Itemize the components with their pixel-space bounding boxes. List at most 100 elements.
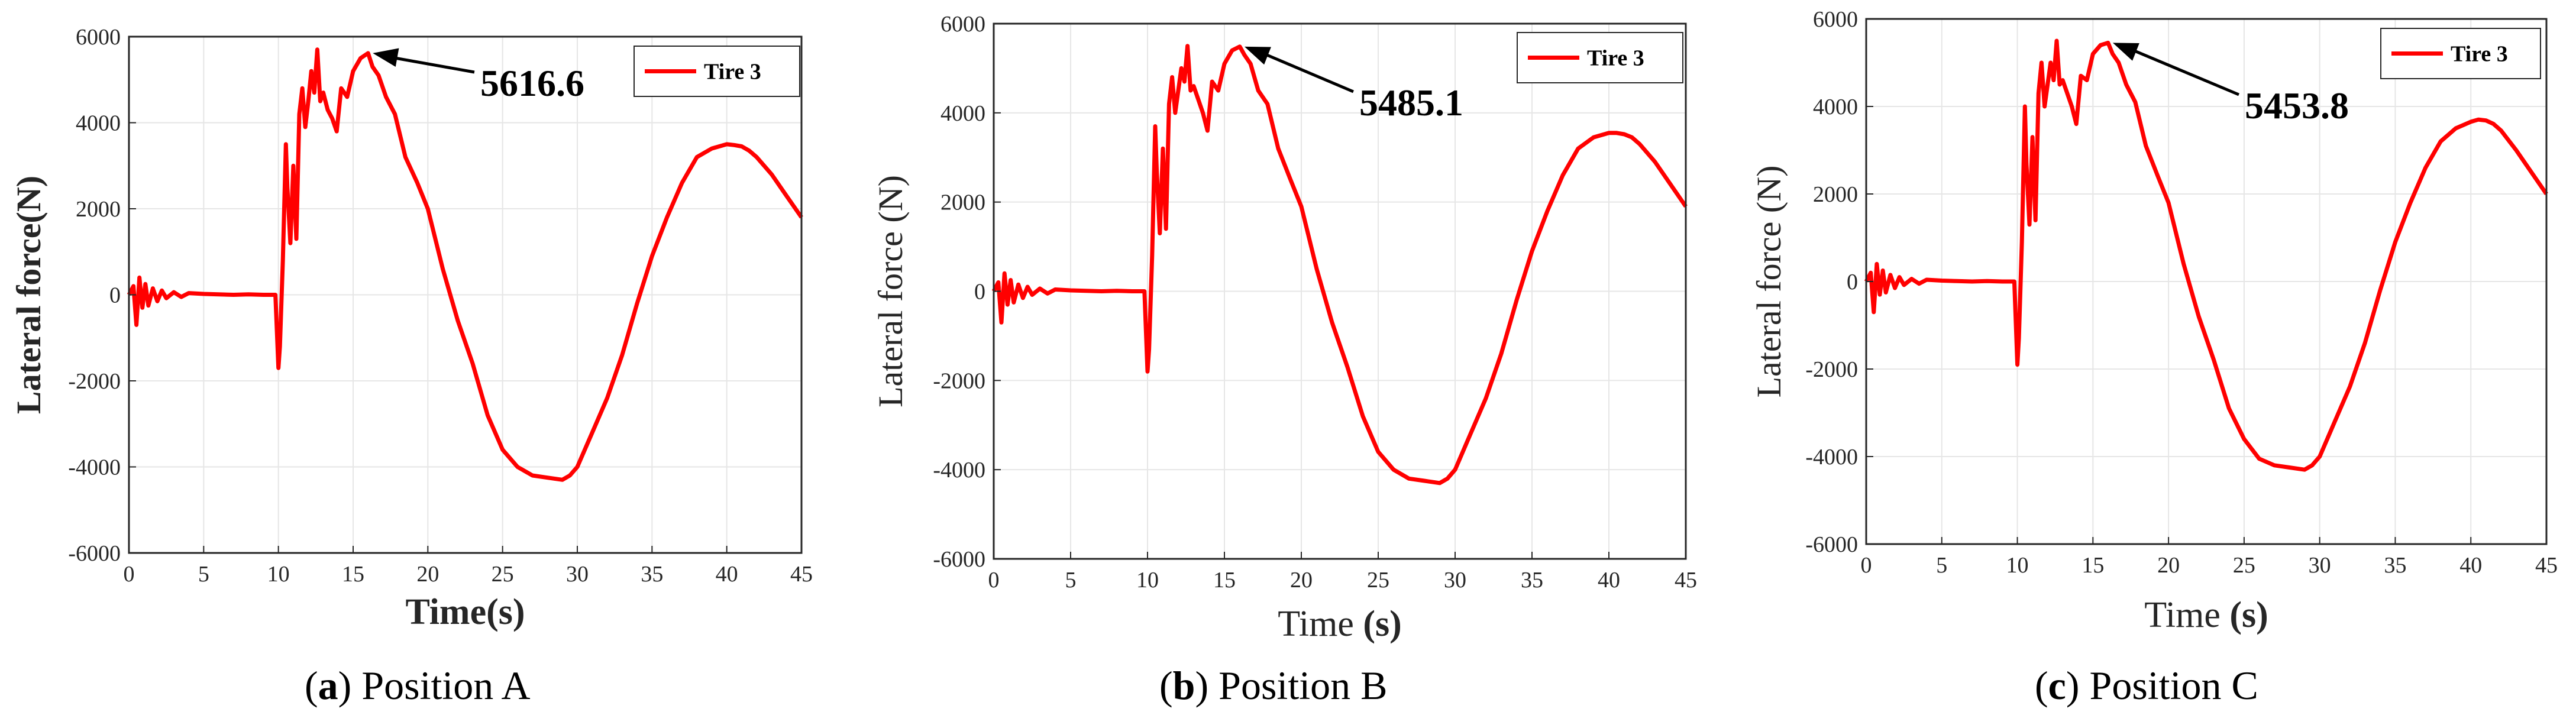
y-tick-label-b: 2000 (940, 190, 985, 215)
data-point-b (1278, 148, 1279, 149)
annotation-label-a: 5616.6 (480, 62, 584, 104)
y-tick-label-a: -2000 (68, 369, 121, 394)
caption-c-letter: c (2048, 663, 2066, 708)
caption-a: (a) Position A (305, 663, 531, 708)
y-tick-label-a: 2000 (76, 197, 121, 222)
data-point-a (487, 415, 488, 416)
x-tick-label-c: 45 (2535, 553, 2558, 578)
x-tick-label-b: 15 (1213, 568, 1236, 593)
x-tick-label-a: 25 (492, 562, 514, 587)
data-point-c (1941, 280, 1942, 282)
data-point-c (2425, 167, 2426, 169)
x-tick-label-c: 15 (2082, 553, 2104, 578)
x-tick-label-b: 30 (1444, 568, 1466, 593)
caption-b: (b) Position B (1159, 663, 1388, 708)
data-point-c (2017, 364, 2018, 365)
x-tick-label-c: 5 (1936, 553, 1947, 578)
x-tick-label-b: 10 (1136, 568, 1159, 593)
data-point-b (1156, 170, 1158, 172)
data-point-b (1301, 206, 1302, 207)
data-point-a (378, 75, 379, 76)
x-tick-label-c: 40 (2459, 553, 2482, 578)
caption-b-text: Position B (1218, 663, 1388, 708)
data-point-b (1258, 90, 1259, 91)
x-tick-label-b: 25 (1367, 568, 1389, 593)
data-point-a (157, 300, 158, 302)
data-point-b (1018, 284, 1019, 285)
data-point-a (322, 92, 324, 93)
data-point-c (2530, 172, 2532, 173)
data-point-a (173, 292, 174, 293)
data-point-c (2289, 467, 2290, 468)
y-tick-label-a: -6000 (68, 541, 121, 566)
legend-label-a: Tire 3 (704, 60, 761, 85)
data-point-a (319, 101, 321, 102)
data-point-b (1670, 184, 1671, 185)
x-tick-label-c: 20 (2157, 553, 2180, 578)
y-axis-label-a: Lateral force(N) (9, 176, 48, 414)
annotation-arrow-head-b (1245, 46, 1271, 65)
y-axis-label-b: Lateral force (N) (871, 175, 910, 407)
data-point-a (360, 57, 361, 59)
data-point-a (308, 101, 309, 102)
y-tick-label-c: -6000 (1805, 532, 1858, 557)
x-tick-label-a: 35 (641, 562, 663, 587)
data-point-a (139, 277, 140, 278)
chart-b: 0 5 10 15 20 25 30 35 40 45 -6000 -4000 -2000 0 2000 40… (871, 12, 1697, 644)
data-point-a (311, 70, 312, 72)
data-point-b (1027, 286, 1028, 287)
x-tick-label-a: 20 (416, 562, 439, 587)
data-point-b (1101, 291, 1102, 292)
data-point-a (316, 49, 318, 50)
caption-a-text: Position A (361, 663, 531, 708)
y-tick-label-a: 6000 (76, 25, 121, 50)
y-tick-label-b: 4000 (940, 101, 985, 126)
data-point-b (1470, 433, 1471, 435)
x-tick-label-b: 35 (1521, 568, 1543, 593)
x-axis-label-unit-b: (s) (1363, 604, 1401, 644)
data-point-a (218, 294, 219, 295)
x-tick-label-a: 40 (716, 562, 738, 587)
data-point-b (1155, 125, 1156, 127)
y-tick-label-a: 4000 (76, 111, 121, 136)
y-tick-label-c: 4000 (1813, 95, 1858, 119)
x-tick-label-a: 5 (198, 562, 209, 587)
data-point-a (547, 477, 548, 478)
series-line-a-0 (127, 47, 803, 482)
data-point-b (1250, 63, 1251, 64)
x-tick-label-a: 15 (342, 562, 364, 587)
data-point-c (2071, 106, 2073, 107)
x-axis-label-a: Time(s) (405, 592, 525, 632)
data-point-a (502, 449, 503, 450)
x-axis-label-c: Time (s) (2144, 595, 2268, 635)
data-point-c (2044, 106, 2045, 107)
x-tick-label-c: 35 (2384, 553, 2406, 578)
data-point-a (248, 294, 249, 295)
data-point-b (1654, 161, 1656, 163)
data-point-b (1190, 90, 1191, 91)
data-point-c (1903, 284, 1905, 286)
x-tick-label-a: 45 (790, 562, 813, 587)
x-tick-label-c: 0 (1861, 553, 1872, 578)
caption-c-text: Position C (2089, 663, 2258, 708)
data-point-b (1159, 232, 1161, 234)
y-tick-label-b: -2000 (933, 368, 985, 393)
data-point-b (1408, 478, 1410, 479)
data-point-b (1055, 289, 1056, 290)
x-tick-label-a: 0 (124, 562, 135, 587)
caption-b-letter: b (1172, 663, 1195, 708)
series-line-b-0 (991, 44, 1688, 486)
x-axis-label-text-b: Time (1278, 604, 1363, 644)
data-point-b (1267, 103, 1268, 105)
data-point-a (592, 432, 593, 433)
x-axis-label-text-a: Time(s) (405, 592, 525, 632)
y-tick-label-b: 6000 (940, 12, 985, 37)
data-point-c (2410, 202, 2411, 203)
data-point-a (741, 146, 742, 147)
data-point-c (2029, 224, 2030, 225)
x-tick-label-a: 30 (566, 562, 589, 587)
data-point-a (442, 268, 444, 270)
data-point-a (166, 297, 167, 299)
data-point-b (1224, 63, 1225, 64)
y-tick-label-a: 0 (109, 283, 121, 308)
